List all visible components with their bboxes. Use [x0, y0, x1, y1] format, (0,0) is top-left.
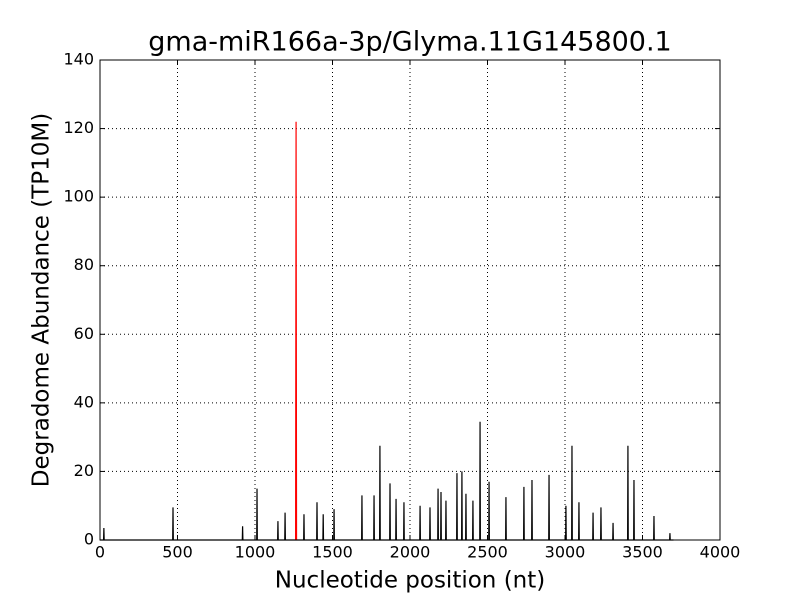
data-line [100, 421, 674, 541]
y-tick-label: 40 [74, 392, 94, 411]
x-tick-label: 1000 [235, 543, 276, 562]
x-tick-label: 1500 [312, 543, 353, 562]
y-tick-label: 60 [74, 324, 94, 343]
x-tick-label: 3500 [622, 543, 663, 562]
y-tick-label: 0 [84, 530, 94, 549]
y-tick-label: 120 [63, 118, 94, 137]
x-tick-label: 3000 [545, 543, 586, 562]
y-tick-label: 20 [74, 461, 94, 480]
x-tick-label: 2000 [390, 543, 431, 562]
x-tick-label: 500 [162, 543, 193, 562]
x-tick-label: 4000 [700, 543, 741, 562]
y-axis-label: Degradome Abundance (TP10M) [29, 113, 55, 487]
plot-frame [99, 59, 721, 541]
x-tick-label: 2500 [467, 543, 508, 562]
data-line [295, 121, 298, 541]
y-tick-label: 100 [63, 187, 94, 206]
x-axis-label: Nucleotide position (nt) [275, 568, 545, 594]
x-tick-label: 0 [95, 543, 105, 562]
y-tick-label: 140 [63, 50, 94, 69]
y-tick-label: 80 [74, 255, 94, 274]
chart-title: gma-miR166a-3p/Glyma.11G145800.1 [148, 27, 671, 58]
